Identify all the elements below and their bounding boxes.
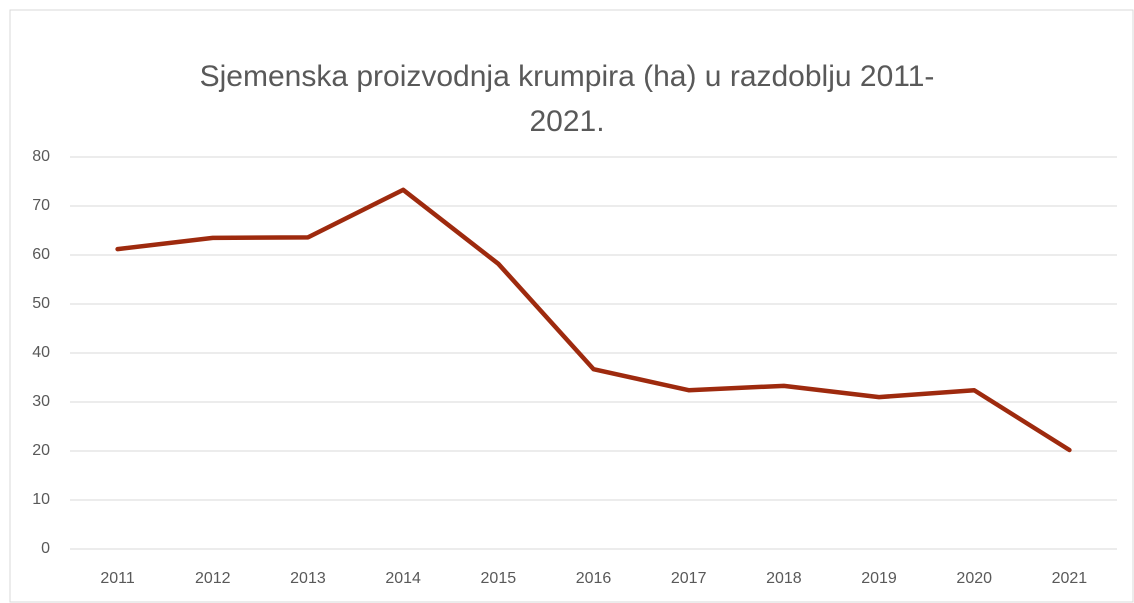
x-tick-label: 2017 (671, 570, 707, 587)
y-tick-label: 30 (32, 393, 50, 410)
x-tick-label: 2015 (481, 570, 517, 587)
y-tick-label: 70 (32, 197, 50, 214)
x-tick-label: 2020 (956, 570, 992, 587)
x-tick-label: 2011 (100, 570, 135, 587)
chart-border (9, 9, 1134, 603)
chart-title: Sjemenska proizvodnja krumpira (ha) u ra… (200, 60, 935, 138)
line-series (115, 187, 1072, 453)
y-tick-label: 60 (32, 246, 50, 263)
x-tick-label: 2014 (385, 570, 421, 587)
x-tick-label: 2012 (195, 570, 231, 587)
x-tick-label: 2021 (1052, 570, 1088, 587)
y-tick-label: 0 (41, 540, 50, 557)
y-tick-label: 50 (32, 295, 50, 312)
y-tick-label: 20 (32, 442, 50, 459)
x-tick-label: 2013 (290, 570, 326, 587)
x-tick-label: 2018 (766, 570, 802, 587)
x-tick-label: 2019 (861, 570, 897, 587)
y-tick-label: 80 (32, 148, 50, 165)
y-tick-label: 10 (32, 491, 50, 508)
y-tick-label: 40 (32, 344, 50, 361)
x-tick-label: 2016 (576, 570, 612, 587)
